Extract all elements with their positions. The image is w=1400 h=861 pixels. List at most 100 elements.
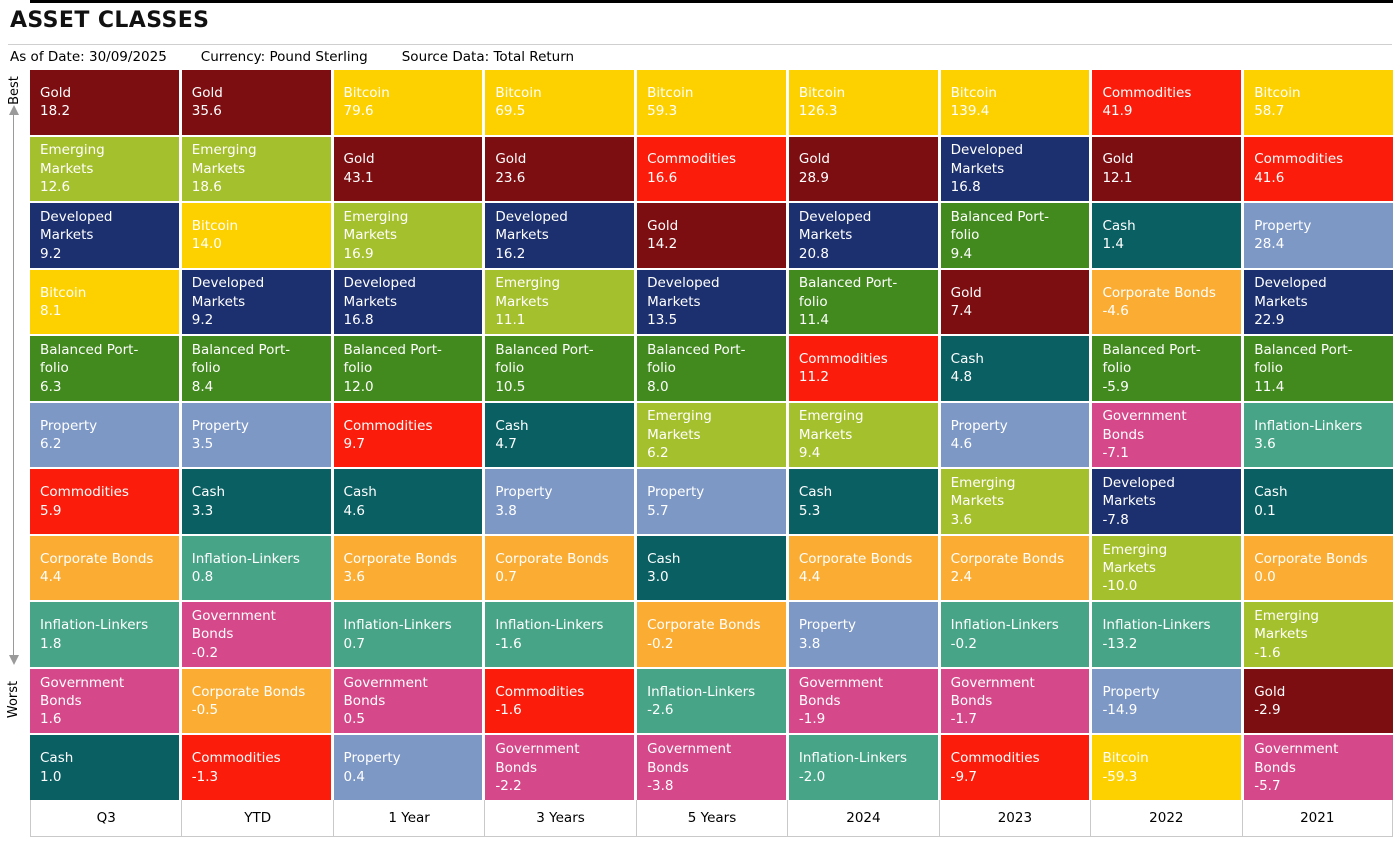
asset-name: Balanced Port- folio (495, 341, 594, 377)
asset-tile: Property 3.5 (181, 402, 331, 468)
asset-name: Inflation-Linkers (40, 617, 149, 634)
asset-value: 16.8 (950, 178, 981, 195)
asset-tile: Developed Markets -7.8 (1092, 469, 1242, 534)
asset-tile: Commodities 11.2 (788, 336, 938, 401)
asset-value: 16.8 (343, 312, 374, 329)
asset-tile: Emerging Markets 6.2 (637, 402, 786, 468)
asset-value: 0.0 (1254, 569, 1276, 586)
column-label: 2022 (1090, 800, 1242, 837)
asset-tile: Government Bonds -1.7 (940, 668, 1090, 734)
asset-name: Gold (1102, 151, 1134, 168)
asset-tile: Gold 35.6 (181, 70, 331, 135)
asset-grid: Gold 18.2 Emerging Markets 12.6 Developed Ma… (30, 70, 1393, 800)
asset-name: Corporate Bonds (798, 550, 913, 567)
asset-value: 5.9 (40, 502, 62, 519)
asset-tile: Government Bonds -7.1 (1092, 402, 1242, 468)
meta-row: As of Date: 30/09/2025 Currency: Pound S… (10, 49, 574, 65)
asset-tile: Corporate Bonds 3.6 (333, 535, 483, 601)
asset-tile: Bitcoin 14.0 (181, 203, 331, 268)
asset-name: Bitcoin (40, 284, 87, 301)
asset-tile: Bitcoin 59.3 (637, 70, 786, 135)
asset-value: 3.0 (647, 569, 669, 586)
asset-name: Gold (950, 284, 982, 301)
asset-tile: Bitcoin 58.7 (1244, 70, 1393, 135)
page-title: ASSET CLASSES (10, 8, 210, 33)
asset-tile: Cash 4.6 (333, 469, 483, 534)
asset-name: Commodities (1254, 151, 1344, 168)
asset-name: Corporate Bonds (343, 550, 458, 567)
asset-name: Property (1254, 217, 1312, 234)
asset-name: Property (950, 417, 1008, 434)
column-label: Q3 (30, 800, 182, 837)
asset-name: Property (191, 417, 249, 434)
asset-value: -5.9 (1102, 378, 1129, 395)
asset-tile: Balanced Port- folio -5.9 (1092, 336, 1242, 401)
asset-value: 6.2 (40, 435, 62, 452)
asset-name: Bitcoin (798, 84, 846, 101)
asset-value: 126.3 (798, 103, 838, 120)
asset-name: Balanced Port- folio (1254, 341, 1353, 377)
asset-tile: Corporate Bonds 4.4 (788, 535, 938, 601)
asset-tile: Corporate Bonds 0.0 (1244, 535, 1393, 601)
column-label: 2021 (1241, 800, 1393, 837)
column-label: 3 Years (484, 800, 636, 837)
asset-name: Bitcoin (950, 84, 997, 101)
asset-value: 14.0 (191, 236, 222, 253)
asset-value: 22.9 (1254, 312, 1285, 329)
best-worst-axis-line (13, 115, 14, 655)
asset-tile: Cash 3.0 (637, 535, 786, 601)
asset-tile: Developed Markets 16.2 (485, 203, 635, 268)
asset-tile: Emerging Markets -10.0 (1092, 535, 1242, 601)
asset-name: Emerging Markets (798, 408, 864, 443)
asset-name: Corporate Bonds (1102, 284, 1216, 301)
asset-value: 3.3 (191, 502, 214, 519)
asset-tile: Developed Markets 13.5 (637, 269, 786, 335)
asset-value: 35.6 (191, 103, 222, 120)
asset-value: 23.6 (495, 169, 526, 186)
asset-tile: Cash 4.7 (485, 402, 635, 468)
asset-name: Bitcoin (191, 217, 239, 234)
column-label: 2024 (787, 800, 939, 837)
asset-tile: Inflation-Linkers -0.2 (940, 602, 1090, 667)
asset-tile: Balanced Port- folio 11.4 (1244, 336, 1393, 401)
asset-tile: Bitcoin 8.1 (30, 269, 179, 335)
asset-value: -14.9 (1102, 702, 1138, 719)
asset-name: Cash (1254, 484, 1288, 501)
asset-value: 8.0 (647, 378, 669, 395)
asset-value: 0.7 (495, 569, 517, 586)
asset-tile: Bitcoin 126.3 (788, 70, 938, 135)
asset-tile: Gold 7.4 (940, 269, 1090, 335)
asset-value: 69.5 (495, 103, 526, 120)
asset-value: -7.8 (1102, 511, 1129, 528)
asset-name: Cash (191, 484, 226, 501)
asset-value: 79.6 (343, 103, 374, 120)
asset-name: Cash (647, 550, 681, 567)
asset-value: 3.6 (950, 511, 973, 528)
asset-name: Government Bonds (343, 674, 428, 709)
asset-value: 2.4 (950, 569, 973, 586)
asset-value: 12.1 (1102, 169, 1133, 186)
asset-tile: Property -14.9 (1092, 668, 1242, 734)
asset-value: 5.3 (798, 502, 821, 519)
asset-value: 9.7 (343, 435, 366, 452)
asset-tile: Inflation-Linkers -2.6 (637, 668, 786, 734)
asset-name: Emerging Markets (950, 475, 1016, 510)
asset-value: 16.6 (647, 169, 678, 186)
asset-name: Cash (1102, 217, 1136, 234)
asset-name: Cash (495, 417, 529, 434)
asset-tile: Inflation-Linkers -2.0 (788, 735, 938, 800)
asset-tile: Bitcoin -59.3 (1092, 735, 1242, 800)
asset-name: Balanced Port- folio (343, 341, 442, 377)
asset-tile: Corporate Bonds -4.6 (1092, 269, 1242, 335)
asset-value: 1.4 (1102, 236, 1124, 253)
asset-value: -2.0 (798, 768, 826, 785)
asset-name: Cash (343, 484, 377, 501)
asset-value: 8.4 (191, 378, 214, 395)
asset-name: Gold (647, 217, 679, 234)
asset-name: Emerging Markets (495, 275, 561, 310)
asset-value: 3.5 (191, 435, 214, 452)
as-of-date: As of Date: 30/09/2025 (10, 49, 167, 65)
asset-name: Bitcoin (647, 84, 694, 101)
asset-tile: Gold 12.1 (1092, 136, 1242, 202)
asset-tile: Property 28.4 (1244, 203, 1393, 268)
